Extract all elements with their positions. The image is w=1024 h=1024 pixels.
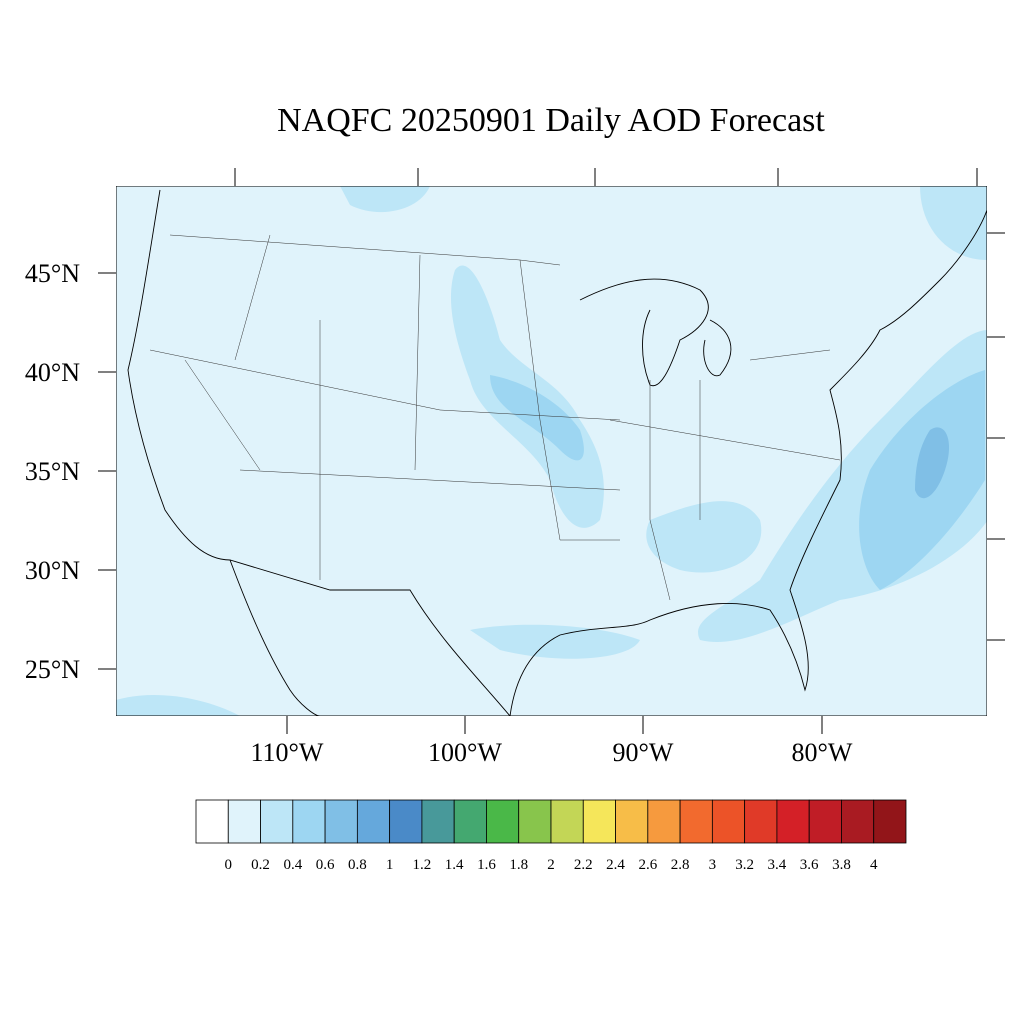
colorbar-box <box>227 799 261 844</box>
colorbar-box <box>744 799 778 844</box>
colorbar-box <box>647 799 681 844</box>
colorbar-box <box>841 799 875 844</box>
colorbar-box <box>453 799 487 844</box>
graticule-labels: 45°N 40°N 35°N 30°N 25°N 110°W 100°W 90°W 80°W <box>25 259 853 767</box>
colorbar-box <box>324 799 358 844</box>
lat-label: 35°N <box>25 457 80 486</box>
colorbar-box <box>582 799 616 844</box>
colorbar-label: 3.2 <box>735 857 754 873</box>
colorbar-box <box>711 799 746 844</box>
colorbar-box <box>518 799 552 844</box>
colorbar-label: 1.2 <box>413 857 432 873</box>
colorbar-label: 1.8 <box>509 857 528 873</box>
colorbar-box <box>195 799 229 844</box>
colorbar-label: 2.4 <box>606 857 625 873</box>
colorbar-label: 2.8 <box>671 857 690 873</box>
colorbar-box <box>389 799 423 844</box>
colorbar: 0 0.2 0.4 0.6 0.8 1 1.2 1.4 1.6 1.8 2 2.2 2.4 2.6 2.8 3… <box>195 799 907 873</box>
colorbar-label: 1.6 <box>477 857 496 873</box>
map-title: NAQFC 20250901 Daily AOD Forecast <box>277 102 825 139</box>
graticule-ticks <box>98 168 1005 734</box>
lat-label: 45°N <box>25 259 80 288</box>
colorbar-box <box>873 799 907 844</box>
lat-label: 30°N <box>25 556 80 585</box>
colorbar-box <box>292 799 326 844</box>
lon-label: 110°W <box>251 738 324 767</box>
colorbar-label: 3.8 <box>832 857 851 873</box>
colorbar-label: 1.4 <box>445 857 464 873</box>
lat-label: 25°N <box>25 655 80 684</box>
colorbar-box <box>679 799 713 844</box>
colorbar-label: 0.4 <box>283 857 302 873</box>
colorbar-label: 2 <box>547 857 555 873</box>
colorbar-label: 2.2 <box>574 857 593 873</box>
coastlines <box>127 189 987 716</box>
colorbar-label: 3.4 <box>768 857 787 873</box>
colorbar-label: 0 <box>225 857 233 873</box>
colorbar-label: 1 <box>386 857 394 873</box>
colorbar-label: 3 <box>709 857 717 873</box>
colorbar-box <box>808 799 842 844</box>
colorbar-box <box>550 799 584 844</box>
colorbar-box <box>776 799 810 844</box>
colorbar-box <box>486 799 520 844</box>
colorbar-box <box>615 799 649 844</box>
colorbar-label: 3.6 <box>800 857 819 873</box>
colorbar-box <box>421 799 455 844</box>
lon-label: 90°W <box>613 738 674 767</box>
colorbar-box <box>260 799 294 844</box>
colorbar-box <box>356 799 391 844</box>
lat-label: 40°N <box>25 358 80 387</box>
colorbar-label: 0.2 <box>251 857 270 873</box>
colorbar-label: 0.6 <box>316 857 335 873</box>
state-borders <box>149 234 841 601</box>
map-area <box>116 186 987 716</box>
colorbar-label: 4 <box>870 857 878 873</box>
colorbar-label: 2.6 <box>638 857 657 873</box>
lon-label: 100°W <box>428 738 502 767</box>
colorbar-label: 0.8 <box>348 857 367 873</box>
aod-field-peak <box>915 427 950 499</box>
lon-label: 80°W <box>792 738 853 767</box>
